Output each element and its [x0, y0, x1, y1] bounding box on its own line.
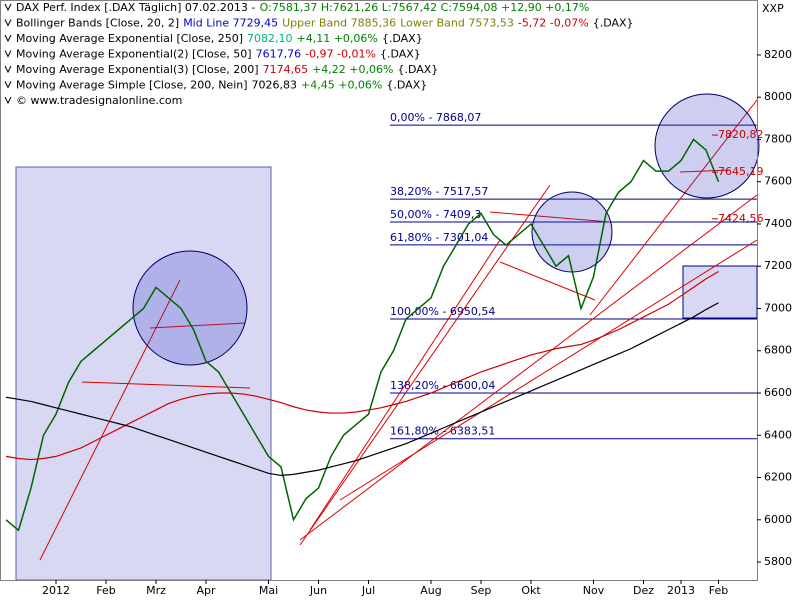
price-tag: 7820,82: [718, 128, 764, 141]
x-tick-label: 2012: [42, 584, 70, 597]
legend-text: DAX Perf. Index [.DAX Täglich] 07.02.201…: [16, 1, 256, 14]
legend-icon: [4, 81, 12, 89]
y-tick-label: 6400: [764, 428, 792, 441]
legend-text: {.DAX}: [380, 48, 421, 61]
legend-text: Moving Average Exponential [Close, 250]: [16, 32, 243, 45]
plot-border: [0, 0, 758, 581]
x-tick-label: Jul: [361, 584, 375, 597]
legend-icon: [4, 50, 12, 58]
y-tick-label: 7400: [764, 217, 792, 230]
legend-text: {.DAX}: [593, 17, 634, 30]
legend-text: O:7581,37 H:7621,26 L:7567,42 C:7594,08 …: [260, 1, 590, 14]
legend-text: © www.tradesignalonline.com: [16, 94, 182, 107]
legend-text: 7082,10: [247, 32, 293, 45]
fib-label: 38,20% - 7517,57: [390, 185, 488, 198]
x-tick-label: Mai: [259, 584, 278, 597]
plot: 7820,82 7645,19 7424,56: [5, 128, 764, 532]
fib-label: 100,00% - 6950,54: [390, 305, 495, 318]
legend-text: +4,11 +0,06%: [297, 32, 378, 45]
y-tick-label: 5800: [764, 555, 792, 568]
x-tick-label: Dez: [633, 584, 654, 597]
corner-label: XXP: [762, 2, 784, 15]
price-tag: 7424,56: [718, 212, 764, 225]
legend-line: Moving Average Simple [Close, 200, Nein]…: [16, 79, 427, 92]
legend-icon: [4, 3, 12, 12]
x-tick-label: Feb: [96, 584, 115, 597]
legend-text: {.DAX}: [386, 79, 427, 92]
legend-line: Moving Average Exponential(3) [Close, 20…: [16, 63, 438, 76]
legend-text: +4,22 +0,06%: [312, 63, 393, 76]
y-tick-label: 7000: [764, 301, 792, 314]
y-tick-label: 7200: [764, 259, 792, 272]
legend-line: Bollinger Bands [Close, 20, 2] Mid Line 7…: [16, 17, 634, 30]
legend-text: {.DAX}: [382, 32, 423, 45]
fib-label: 50,00% - 7409,3: [390, 208, 481, 221]
legend: DAX Perf. Index [.DAX Täglich] 07.02.201…: [4, 1, 634, 107]
legend-text: Lower Band 7573,53: [400, 17, 514, 30]
legend-line: DAX Perf. Index [.DAX Täglich] 07.02.201…: [16, 1, 589, 14]
fibonacci: 0,00% - 7868,07 38,20% - 7517,57 50,00% - …: [390, 111, 757, 440]
x-tick-label: Feb: [709, 584, 728, 597]
legend-line: Moving Average Exponential(2) [Close, 50…: [16, 48, 421, 61]
legend-text: Mid Line 7729,45: [183, 17, 278, 30]
legend-icon: [4, 19, 12, 27]
x-tick-label: Aug: [420, 584, 441, 597]
legend-text: Moving Average Simple [Close, 200, Nein]: [16, 79, 248, 92]
x-tick-label: 2013: [667, 584, 695, 597]
legend-text: 7617,76: [256, 48, 302, 61]
fib-label: 138,20% - 6600,04: [390, 379, 495, 392]
legend-text: -0,97 -0,01%: [305, 48, 376, 61]
legend-line: © www.tradesignalonline.com: [16, 94, 182, 107]
legend-text: Moving Average Exponential(2) [Close, 50…: [16, 48, 252, 61]
x-tick-label: Apr: [196, 584, 216, 597]
legend-text: 7174,65: [263, 63, 309, 76]
legend-text: Moving Average Exponential(3) [Close, 20…: [16, 63, 259, 76]
circles: [132, 93, 760, 366]
legend-icon: [4, 34, 12, 43]
legend-line: Moving Average Exponential [Close, 250] 7…: [16, 32, 423, 45]
fib-label: 0,00% - 7868,07: [390, 111, 481, 124]
series-line: [5, 302, 719, 477]
y-tick-label: 7800: [764, 132, 792, 145]
y-tick-label: 6000: [764, 513, 792, 526]
legend-icon: [4, 96, 12, 105]
y-tick-label: 6600: [764, 386, 792, 399]
legend-text: 7026,83: [252, 79, 298, 92]
x-tick-label: Nov: [583, 584, 605, 597]
y-tick-label: 8000: [764, 90, 792, 103]
legend-text: {.DAX}: [397, 63, 438, 76]
x-tick-label: Mrz: [146, 584, 166, 597]
legend-text: -5,72 -0,07%: [518, 17, 589, 30]
highlight-box: [682, 265, 758, 319]
legend-icon: [4, 65, 12, 74]
fib-label: 61,80% - 7301,04: [390, 231, 488, 244]
highlight-box: [15, 166, 272, 581]
legend-text: +4,45 +0,06%: [301, 79, 382, 92]
y-tick-label: 6800: [764, 344, 792, 357]
series-line: [5, 138, 720, 532]
y-tick-label: 8200: [764, 48, 792, 61]
fib-label: 161,80% - 6383,51: [390, 425, 495, 438]
x-tick-label: Jun: [309, 584, 327, 597]
legend-text: Bollinger Bands [Close, 20, 2]: [16, 17, 179, 30]
x-tick-label: Okt: [521, 584, 541, 597]
price-tag: 7645,19: [718, 165, 764, 178]
y-tick-label: 7600: [764, 175, 792, 188]
y-tick-label: 6200: [764, 471, 792, 484]
trend-lines: [39, 99, 758, 561]
x-tick-label: Sep: [471, 584, 492, 597]
legend-text: Upper Band 7885,36: [282, 17, 396, 30]
